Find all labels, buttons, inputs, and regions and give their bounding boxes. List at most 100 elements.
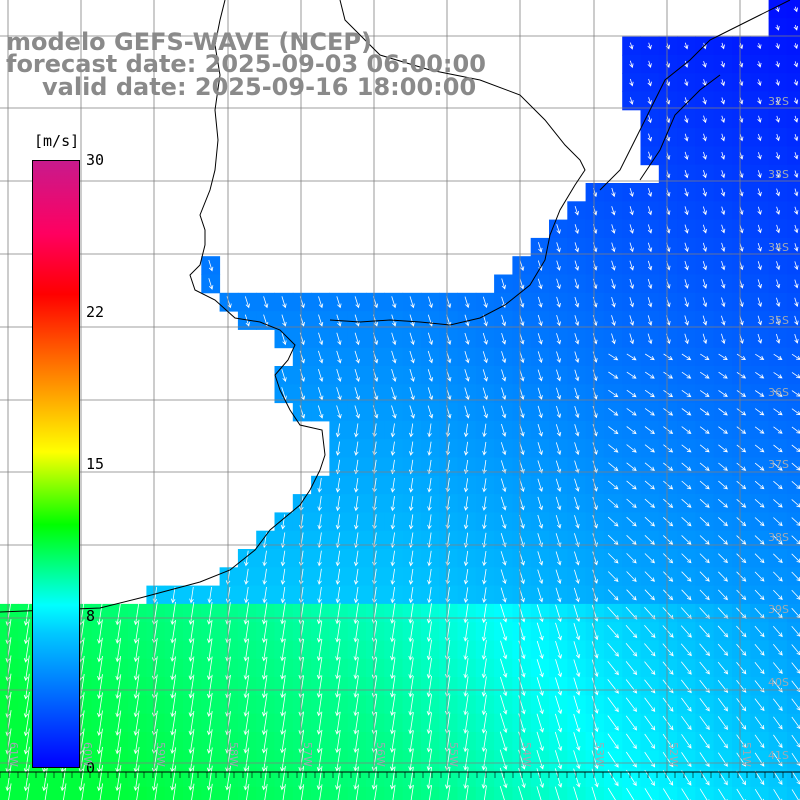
wind-arrow xyxy=(133,656,140,681)
wind-arrow xyxy=(133,637,140,663)
wind-speed-cell xyxy=(786,439,800,458)
wind-arrow xyxy=(336,332,342,346)
wind-arrow xyxy=(775,242,781,252)
wind-arrow xyxy=(317,586,322,604)
wind-arrow xyxy=(335,620,341,643)
wind-arrow xyxy=(225,656,231,681)
wind-arrow xyxy=(647,187,653,197)
wind-arrow xyxy=(773,353,783,360)
wind-speed-cell xyxy=(786,274,800,294)
wind-arrow xyxy=(608,353,619,361)
wind-arrow xyxy=(556,351,561,363)
wind-arrow xyxy=(537,514,544,529)
wind-speed-cell xyxy=(603,786,623,800)
wind-arrow xyxy=(500,460,507,474)
wind-arrow xyxy=(97,601,103,626)
wind-arrow xyxy=(684,206,689,216)
wind-arrow xyxy=(227,783,231,800)
wind-arrow xyxy=(681,498,692,508)
wind-arrow xyxy=(408,568,414,585)
wind-arrow xyxy=(699,788,710,800)
wind-arrow xyxy=(793,24,798,31)
wind-arrow xyxy=(574,315,580,327)
wind-speed-cell xyxy=(786,750,800,770)
wind-arrow xyxy=(335,477,341,493)
wind-arrow xyxy=(791,444,800,453)
wind-speed-cell xyxy=(786,146,800,166)
wind-arrow xyxy=(170,601,176,626)
wind-arrow xyxy=(97,655,103,681)
wind-arrow xyxy=(133,728,140,755)
wind-arrow xyxy=(280,586,286,604)
wind-arrow xyxy=(773,462,783,471)
wind-arrow xyxy=(427,478,432,493)
wind-arrow xyxy=(775,61,780,68)
wind-arrow xyxy=(280,514,286,530)
wind-arrow xyxy=(607,769,619,787)
wind-arrow xyxy=(647,260,653,271)
wind-speed-cell xyxy=(786,732,800,751)
wind-arrow xyxy=(644,697,656,712)
wind-speed-cell xyxy=(585,786,605,800)
wind-arrow xyxy=(536,659,544,678)
wind-arrow xyxy=(188,765,195,791)
wind-arrow xyxy=(426,712,432,735)
wind-arrow xyxy=(170,692,176,718)
wind-arrow xyxy=(754,499,765,508)
wind-arrow xyxy=(500,604,508,623)
wind-arrow xyxy=(482,441,487,456)
wind-arrow xyxy=(607,571,619,583)
wind-arrow xyxy=(721,333,726,345)
wind-arrow xyxy=(775,224,781,234)
wind-arrow xyxy=(573,713,581,733)
lon-label-53w: 53W xyxy=(593,742,606,767)
wind-arrow xyxy=(97,674,103,700)
wind-arrow xyxy=(574,478,580,492)
wind-arrow xyxy=(700,353,710,361)
wind-arrow xyxy=(554,786,560,800)
wind-arrow xyxy=(97,765,103,792)
wind-arrow xyxy=(773,499,783,508)
wind-arrow xyxy=(644,643,656,657)
wind-speed-cell xyxy=(786,567,800,587)
wind-arrow xyxy=(426,766,433,790)
wind-arrow xyxy=(699,444,710,453)
wind-arrow xyxy=(791,698,800,711)
wind-arrow xyxy=(316,693,323,717)
wind-arrow xyxy=(408,587,414,604)
wind-arrow xyxy=(482,550,487,567)
wind-arrow xyxy=(390,459,396,475)
wind-arrow xyxy=(409,296,415,309)
wind-arrow xyxy=(408,675,414,698)
wind-arrow xyxy=(754,390,765,397)
wind-arrow xyxy=(317,514,322,530)
wind-arrow xyxy=(773,535,783,545)
wind-arrow xyxy=(574,442,580,456)
wind-arrow xyxy=(607,661,619,676)
wind-arrow xyxy=(390,477,396,493)
wind-arrow xyxy=(625,751,637,768)
wind-arrow xyxy=(482,387,488,401)
wind-arrow xyxy=(482,405,488,419)
wind-speed-cell xyxy=(786,786,800,800)
wind-arrow xyxy=(791,353,800,360)
wind-arrow xyxy=(353,639,359,661)
wind-arrow xyxy=(755,353,765,360)
wind-arrow xyxy=(663,389,674,398)
wind-arrow xyxy=(775,24,780,31)
wind-arrow xyxy=(499,713,508,734)
wind-arrow xyxy=(556,369,561,382)
wind-arrow xyxy=(391,350,397,364)
wind-arrow xyxy=(335,729,341,754)
wind-arrow xyxy=(574,496,580,511)
wind-speed-cell xyxy=(677,786,696,800)
wind-speed-cell xyxy=(786,0,800,19)
wind-arrow xyxy=(794,261,799,271)
wind-arrow xyxy=(611,278,616,290)
wind-arrow xyxy=(644,788,655,800)
wind-arrow xyxy=(757,315,762,326)
wind-arrow xyxy=(390,693,396,717)
wind-speed-cell xyxy=(732,786,751,800)
wind-arrow xyxy=(482,569,487,585)
wind-arrow xyxy=(97,619,103,644)
